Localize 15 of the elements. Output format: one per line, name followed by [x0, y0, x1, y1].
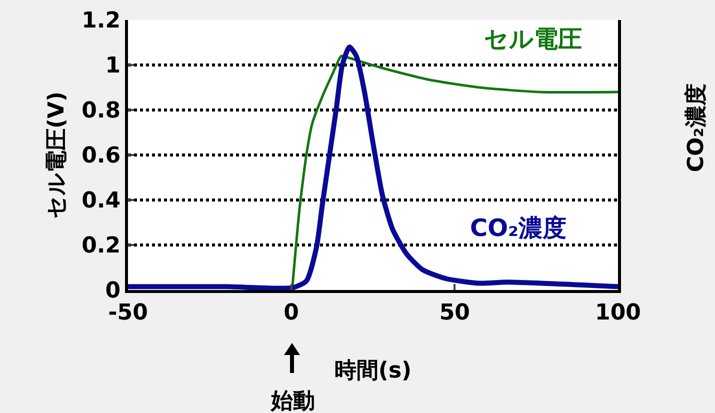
series-label: セル電圧: [484, 25, 582, 53]
y-axis-title: セル電圧(V): [44, 91, 70, 219]
y-tick-label: 0.8: [82, 98, 121, 124]
y-tick-label: 0.6: [82, 144, 121, 169]
y-tick-label: 1: [105, 54, 121, 79]
y2-axis-title: CO₂濃度: [683, 84, 710, 172]
y-tick-label: 0.4: [82, 188, 121, 214]
x-axis-title: 時間(s): [334, 358, 412, 384]
x-tick-label: 0: [284, 300, 299, 326]
series-label: CO₂濃度: [470, 214, 567, 242]
x-tick-label: 100: [595, 300, 641, 326]
x-tick-label: 50: [439, 300, 470, 326]
y-tick-label: 1.2: [82, 8, 121, 34]
text: 始動: [270, 389, 315, 413]
y-tick-label: 0.2: [82, 234, 121, 259]
